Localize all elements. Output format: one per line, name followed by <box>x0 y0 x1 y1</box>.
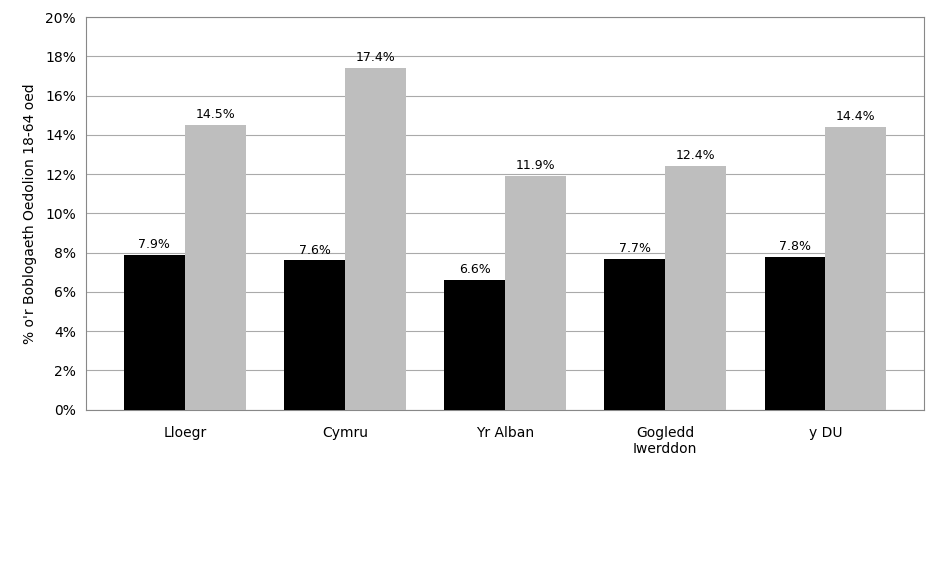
Bar <box>664 166 725 410</box>
Text: 7.8%: 7.8% <box>778 240 810 253</box>
Text: 7.9%: 7.9% <box>138 238 170 251</box>
Bar <box>124 254 185 410</box>
Bar <box>505 176 565 410</box>
Bar <box>604 258 664 410</box>
Bar <box>764 257 824 410</box>
Text: 6.6%: 6.6% <box>458 263 490 276</box>
Bar <box>824 127 885 410</box>
Text: 7.7%: 7.7% <box>618 242 650 254</box>
Bar <box>345 68 406 410</box>
Bar <box>444 280 505 410</box>
Bar <box>284 261 345 410</box>
Text: 14.5%: 14.5% <box>195 108 235 121</box>
Text: 17.4%: 17.4% <box>355 51 395 64</box>
Text: 11.9%: 11.9% <box>515 159 555 172</box>
Text: 7.6%: 7.6% <box>298 244 330 257</box>
Bar <box>185 125 246 410</box>
Text: 14.4%: 14.4% <box>835 110 875 123</box>
Text: 12.4%: 12.4% <box>675 149 715 162</box>
Y-axis label: % o'r Boblogaeth Oedolion 18-64 oed: % o'r Boblogaeth Oedolion 18-64 oed <box>23 83 37 344</box>
